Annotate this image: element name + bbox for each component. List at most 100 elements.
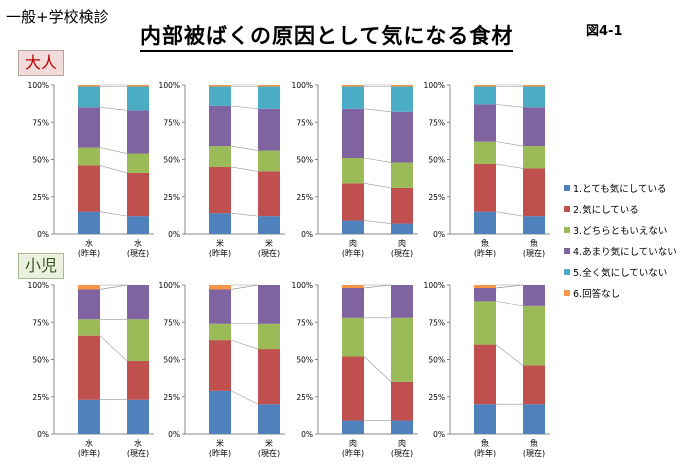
y-tick-label: 25% <box>32 393 49 402</box>
bar-segment <box>209 285 231 290</box>
y-tick-label: 25% <box>163 393 180 402</box>
bar-segment <box>258 171 280 217</box>
bar-segment <box>209 105 231 147</box>
series-connector-line <box>99 165 128 174</box>
x-tick-label: 肉 <box>398 238 406 248</box>
bar-segment <box>391 85 413 87</box>
y-tick-label: 0% <box>168 230 180 239</box>
x-tick-label: (現在) <box>127 448 149 458</box>
x-tick-label: (昨年) <box>209 248 231 258</box>
x-tick-label: 魚 <box>481 238 489 248</box>
header-label: 一般+学校検診 <box>6 8 109 26</box>
bar-segment <box>523 216 545 234</box>
group-label-child: 小児 <box>18 253 64 279</box>
legend-label: 3.どちらともいえない <box>573 225 668 237</box>
bar-segment <box>342 287 364 318</box>
bar-segment <box>342 158 364 184</box>
bar-segment <box>258 349 280 405</box>
bar-segment <box>78 285 100 290</box>
bar-segment <box>391 223 413 234</box>
bar-segment <box>391 111 413 163</box>
bar-segment <box>342 420 364 434</box>
x-tick-label: (昨年) <box>342 248 364 258</box>
bar-segment <box>342 356 364 421</box>
bar-segment <box>127 319 149 361</box>
legend-item: 6.回答なし <box>564 282 677 303</box>
series-connector-line <box>363 108 392 113</box>
series-connector-line <box>230 212 259 217</box>
x-tick-label: 肉 <box>398 438 406 448</box>
legend-label: 6.回答なし <box>573 288 621 300</box>
x-tick-label: 魚 <box>481 438 489 448</box>
series-connector-line <box>99 211 128 217</box>
legend-label: 2.気にしている <box>573 204 639 216</box>
series-connector-line <box>230 390 259 405</box>
legend-label: 5.全く気にしていない <box>573 267 668 279</box>
x-tick-label: (現在) <box>258 248 280 258</box>
y-tick-label: 25% <box>296 393 313 402</box>
bar-segment <box>342 220 364 234</box>
legend-swatch <box>564 268 570 275</box>
bar-segment <box>78 165 100 212</box>
bar-segment <box>127 110 149 154</box>
bar-segment <box>523 305 545 366</box>
bar-segment <box>523 285 545 306</box>
bar-segment <box>127 153 149 173</box>
bar-segment <box>342 85 364 87</box>
bar-segment <box>523 107 545 147</box>
bar-segment <box>474 301 496 345</box>
x-tick-label: (現在) <box>391 248 413 258</box>
page-title: 内部被ばくの原因として気になる食材 <box>140 22 514 52</box>
bar-segment <box>258 285 280 324</box>
series-connector-line <box>99 107 128 111</box>
bar-segment <box>474 163 496 212</box>
bar-segment <box>78 289 100 320</box>
series-connector-line <box>363 157 392 163</box>
y-tick-label: 100% <box>424 81 445 90</box>
legend-swatch <box>564 289 570 296</box>
group-label-adult: 大人 <box>18 50 64 76</box>
bar-segment <box>474 85 496 87</box>
chart-legend: 1.とても気にしている 2.気にしている 3.どちらともいえない 4.あまり気に… <box>564 177 677 303</box>
bar-segment <box>78 211 100 234</box>
y-tick-label: 100% <box>292 281 313 290</box>
y-tick-label: 100% <box>292 81 313 90</box>
x-tick-label: 肉 <box>349 438 357 448</box>
bar-segment <box>474 285 496 288</box>
series-connector-line <box>230 284 259 290</box>
series-connector-line <box>495 301 524 307</box>
y-tick-label: 100% <box>28 281 49 290</box>
bar-segment <box>391 187 413 224</box>
bar-segment <box>258 85 280 87</box>
bar-segment <box>523 365 545 405</box>
y-tick-label: 100% <box>159 281 180 290</box>
y-tick-label: 0% <box>168 430 180 439</box>
x-tick-label: (現在) <box>523 448 545 458</box>
legend-item: 3.どちらともいえない <box>564 219 677 240</box>
y-tick-label: 75% <box>32 318 49 327</box>
bar-segment <box>474 344 496 405</box>
bar-segment <box>523 146 545 169</box>
bar-segment <box>209 390 231 434</box>
bar-segment <box>474 104 496 142</box>
bar-segment <box>127 285 149 320</box>
bar-segment <box>342 108 364 159</box>
x-tick-label: (昨年) <box>78 248 100 258</box>
series-connector-line <box>495 141 524 147</box>
y-tick-label: 50% <box>296 356 313 365</box>
legend-item: 5.全く気にしていない <box>564 261 677 282</box>
bar-segment <box>209 213 231 234</box>
bar-segment <box>209 289 231 324</box>
x-tick-label: 米 <box>216 238 224 248</box>
y-tick-label: 25% <box>32 193 49 202</box>
y-tick-label: 25% <box>428 393 445 402</box>
x-tick-label: (昨年) <box>474 448 496 458</box>
series-connector-line <box>99 147 128 154</box>
bar-segment <box>391 420 413 434</box>
x-tick-label: (現在) <box>127 248 149 258</box>
bar-segment <box>127 399 149 434</box>
y-tick-label: 0% <box>433 430 445 439</box>
bar-segment <box>209 340 231 391</box>
series-connector-line <box>495 104 524 108</box>
x-tick-label: 水 <box>85 238 93 248</box>
